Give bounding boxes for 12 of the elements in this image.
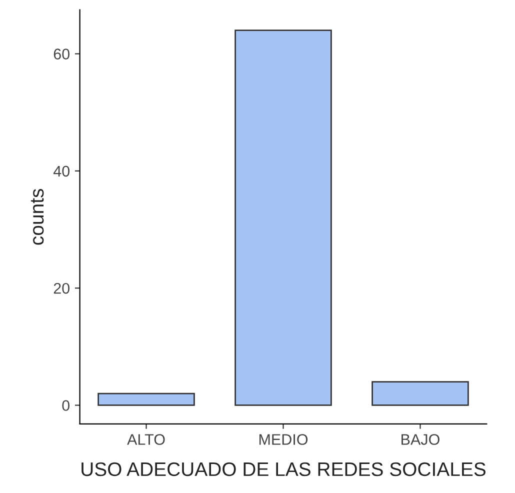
y-tick-label: 40	[53, 166, 70, 177]
x-axis-title: USO ADECUADO DE LAS REDES SOCIALES	[82, 462, 486, 476]
x-tick-label: BAJO	[402, 434, 440, 445]
y-axis-title: counts	[30, 188, 44, 245]
bar	[372, 381, 469, 406]
bar	[234, 30, 332, 406]
x-tick-label: ALTO	[127, 434, 165, 445]
y-tick-label: 20	[54, 282, 70, 294]
bar	[98, 392, 195, 406]
x-tick-label: MEDIO	[259, 434, 308, 445]
y-tick-label: 0	[62, 400, 70, 411]
y-tick-label: 60	[54, 48, 70, 60]
